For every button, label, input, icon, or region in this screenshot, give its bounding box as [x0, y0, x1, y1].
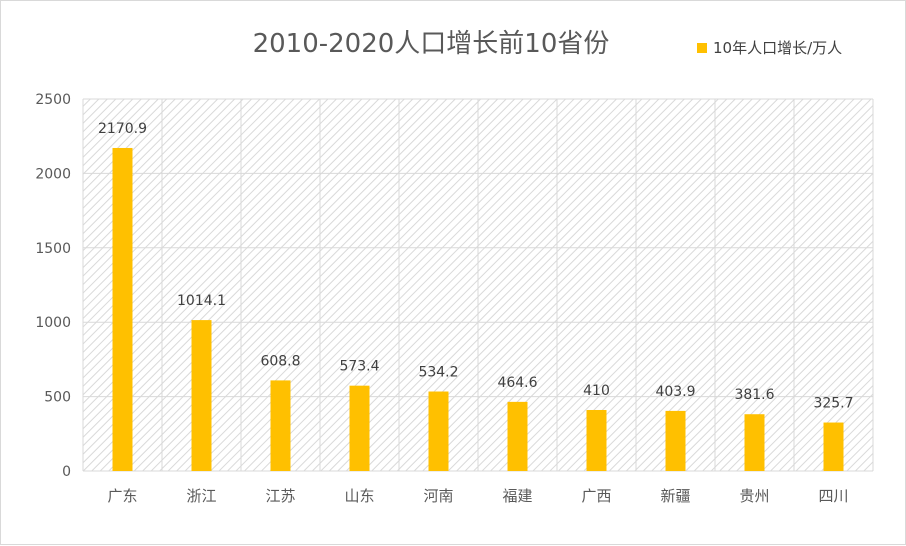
- y-tick-label: 2500: [35, 92, 71, 108]
- bar: [349, 385, 370, 471]
- legend-swatch: [697, 42, 707, 53]
- y-tick-label: 1500: [35, 241, 71, 257]
- data-label: 2170.9: [98, 121, 147, 137]
- bar: [428, 391, 449, 471]
- bar: [507, 401, 528, 471]
- legend-label: 10年人口增长/万人: [713, 39, 843, 57]
- data-label: 403.9: [655, 384, 695, 400]
- data-label: 410: [583, 383, 610, 399]
- bar: [744, 414, 765, 471]
- data-label: 1014.1: [177, 293, 226, 309]
- chart-title: 2010-2020人口增长前10省份: [252, 29, 610, 59]
- x-category-label: 广东: [107, 487, 137, 505]
- x-category-label: 新疆: [660, 487, 690, 505]
- bar: [823, 422, 844, 471]
- bar: [665, 410, 686, 471]
- y-tick-label: 0: [62, 464, 71, 480]
- x-category-label: 河南: [423, 487, 453, 505]
- y-tick-label: 1000: [35, 315, 71, 331]
- bar: [191, 320, 212, 471]
- y-tick-label: 500: [44, 390, 71, 406]
- x-category-label: 四川: [818, 487, 848, 505]
- x-category-label: 浙江: [186, 487, 216, 505]
- data-label: 534.2: [418, 365, 458, 381]
- data-label: 464.6: [497, 375, 537, 391]
- x-category-label: 江苏: [265, 487, 295, 505]
- data-label: 608.8: [260, 353, 300, 369]
- bar: [270, 380, 291, 471]
- data-label: 325.7: [813, 396, 853, 412]
- data-label: 381.6: [734, 387, 774, 403]
- x-category-label: 福建: [502, 487, 532, 505]
- x-category-label: 山东: [344, 487, 374, 505]
- y-tick-label: 2000: [35, 166, 71, 182]
- bar: [586, 409, 607, 471]
- x-category-label: 广西: [581, 487, 611, 505]
- data-label: 573.4: [339, 359, 379, 375]
- x-category-label: 贵州: [739, 487, 769, 505]
- bar: [112, 147, 133, 471]
- legend: 10年人口增长/万人: [697, 37, 842, 58]
